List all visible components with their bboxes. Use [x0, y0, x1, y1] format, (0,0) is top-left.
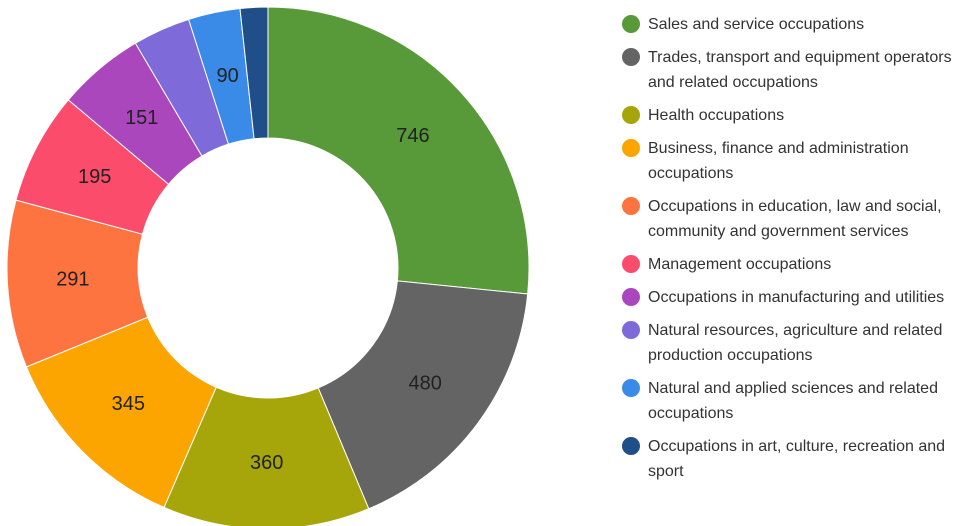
donut: 746 480 360 345 291 195 151 90 [6, 6, 530, 526]
legend-item: Occupations in art, culture, recreation … [622, 434, 969, 484]
slice-label: 291 [56, 269, 89, 291]
legend-label: Business, finance and administration occ… [648, 140, 909, 182]
legend-label: Health occupations [648, 107, 785, 124]
legend-item: Trades, transport and equipment operator… [622, 45, 969, 95]
legend-item: Health occupations [622, 103, 969, 128]
legend-label: Natural resources, agriculture and relat… [648, 322, 943, 364]
legend-swatch [622, 288, 640, 306]
slice-label: 195 [78, 166, 111, 188]
legend-label: Occupations in art, culture, recreation … [648, 438, 946, 480]
legend-item: Natural resources, agriculture and relat… [622, 318, 969, 368]
slice-label: 360 [250, 452, 283, 474]
legend-label: Occupations in education, law and social… [648, 198, 942, 240]
slice-label: 746 [396, 125, 429, 147]
legend-swatch [622, 379, 640, 397]
slice [239, 6, 269, 140]
legend: Sales and service occupations Trades, tra… [622, 12, 969, 492]
legend-item: Natural and applied sciences and related… [622, 376, 969, 426]
slice-label: 90 [216, 65, 238, 87]
legend-swatch [622, 197, 640, 215]
slice [267, 6, 530, 295]
legend-label: Management occupations [648, 256, 832, 273]
legend-label: Trades, transport and equipment operator… [648, 49, 952, 91]
legend-swatch [622, 106, 640, 124]
legend-swatch [622, 321, 640, 339]
legend-swatch [622, 437, 640, 455]
legend-swatch [622, 139, 640, 157]
legend-swatch [622, 15, 640, 33]
legend-label: Natural and applied sciences and related… [648, 380, 938, 422]
legend-swatch [622, 255, 640, 273]
slice [317, 280, 529, 510]
legend-item: Sales and service occupations [622, 12, 969, 37]
legend-label: Sales and service occupations [648, 16, 865, 33]
legend-item: Management occupations [622, 252, 969, 277]
legend-item: Occupations in education, law and social… [622, 194, 969, 244]
slice-label: 151 [125, 107, 158, 129]
slice-label: 345 [112, 393, 145, 415]
legend-swatch [622, 48, 640, 66]
legend-item: Business, finance and administration occ… [622, 136, 969, 186]
legend-label: Occupations in manufacturing and utiliti… [648, 289, 945, 306]
legend-item: Occupations in manufacturing and utiliti… [622, 285, 969, 310]
slice-label: 480 [408, 373, 441, 395]
